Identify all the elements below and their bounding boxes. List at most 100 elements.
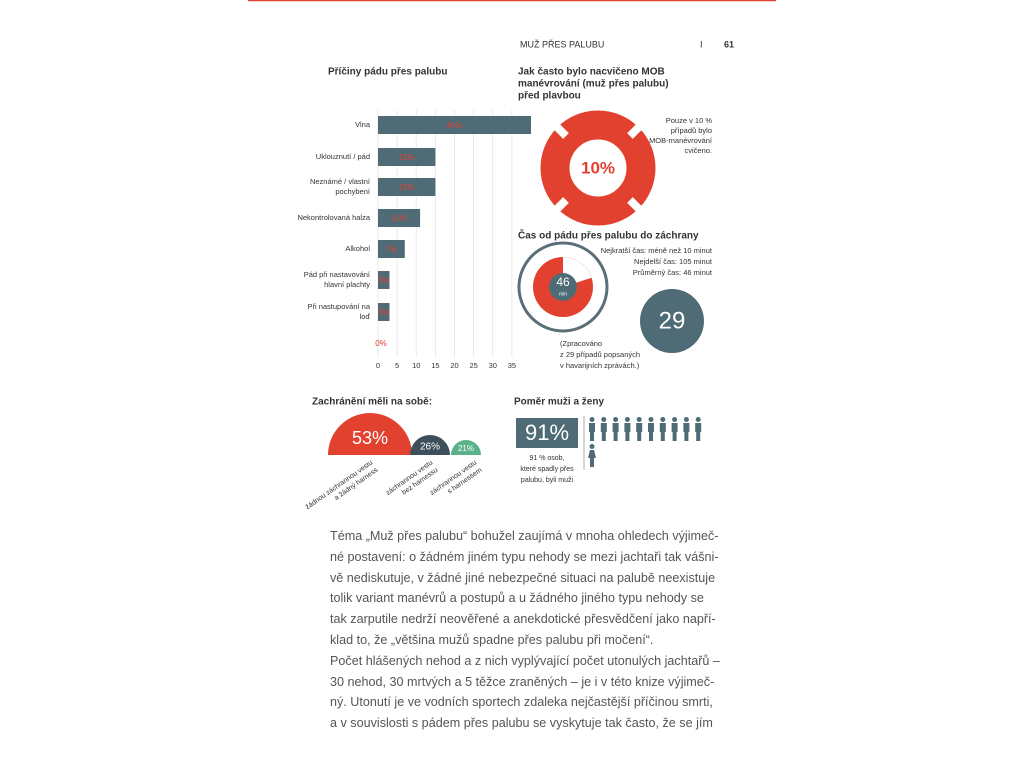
- body-line: Počet hlášených nehod a z nich vyplývají…: [330, 653, 720, 668]
- mob-note: Pouze v 10 %: [666, 116, 713, 125]
- mob-value: 10%: [581, 158, 615, 177]
- lifejacket-value: 26%: [420, 442, 440, 453]
- value-label: 15%: [399, 183, 415, 192]
- category-label: Pád při nastavování hlavní plachty: [304, 270, 371, 289]
- person-head: [601, 417, 607, 422]
- person-legs: [613, 432, 618, 441]
- rescue-note: z 29 případů popsaných: [560, 350, 640, 359]
- bar: [378, 303, 390, 321]
- person-body: [624, 423, 631, 432]
- bar: [378, 240, 405, 258]
- gender-box: [516, 418, 578, 448]
- page-number: 61: [724, 39, 734, 49]
- category-label: Při nastupování na loď: [307, 302, 370, 321]
- running-head: MUŽ PŘES PALUBU: [520, 39, 604, 49]
- cases-value: 29: [659, 307, 686, 334]
- category-label: Uklouznutí / pád: [316, 152, 370, 161]
- person-legs: [601, 432, 606, 441]
- clock-value: 46: [556, 275, 570, 289]
- value-label: 7%: [386, 245, 398, 254]
- people-icons: [588, 417, 702, 467]
- bar: [378, 271, 390, 289]
- lifejacket-value: 53%: [352, 428, 388, 448]
- bar: [378, 209, 421, 227]
- x-tick-label: 25: [469, 361, 477, 370]
- gender-note: 91 % osob,: [529, 455, 564, 462]
- x-tick-label: 35: [508, 361, 516, 370]
- person-head: [695, 417, 701, 422]
- mob-note: cvičeno.: [684, 146, 712, 155]
- clock: [517, 241, 609, 333]
- x-tick-label: 5: [395, 361, 399, 370]
- life-ring: [540, 110, 656, 226]
- person-head: [589, 417, 595, 422]
- person-head: [624, 417, 630, 422]
- gender-note: palubu, byli muži: [521, 477, 574, 484]
- person-legs: [637, 432, 642, 441]
- rescue-note: v havarijních zprávách.): [560, 361, 640, 370]
- person-head: [648, 417, 654, 422]
- bar: [378, 178, 436, 196]
- category-label: Neznámé / vlastní pochybení: [310, 177, 371, 196]
- body-line: tolik variant manévrů a postupů a u žádn…: [330, 591, 704, 606]
- bar: [378, 148, 436, 166]
- body-line: né postavení: o žádném jiném typu nehody…: [330, 549, 719, 564]
- category-label: Vlna: [355, 120, 371, 129]
- person-body: [695, 423, 702, 432]
- separator: I: [700, 39, 703, 49]
- person-legs: [590, 432, 594, 441]
- clock-unit: min: [559, 291, 567, 297]
- rescue-title: Čas od pádu přes palubu do záchrany: [518, 229, 699, 242]
- person-head: [589, 444, 595, 449]
- person-legs: [625, 432, 630, 441]
- person-head: [636, 417, 642, 422]
- lifejacket-shape: [410, 435, 450, 455]
- body-line: vě nediskutuje, v žádné jiné nebezpečné …: [330, 570, 716, 585]
- rescue-stat: Nejkratší čas: méně než 10 minut: [601, 246, 713, 255]
- person-head: [613, 417, 619, 422]
- rescue-stat: Průměrný čas: 46 minut: [633, 268, 713, 277]
- body-line: 30 nehod, 30 mrtvých a 5 těžce zraněných…: [330, 674, 715, 689]
- person-legs: [672, 432, 677, 441]
- mob-title: Jak často bylo nacvičeno MOB: [518, 67, 665, 78]
- rescue-note: (Zpracováno: [560, 339, 602, 348]
- body-line: klad to, že „většina mužů spadne přes pa…: [330, 633, 654, 647]
- value-label: 15%: [399, 153, 415, 162]
- person-body: [588, 450, 596, 458]
- lifejacket-value: 21%: [458, 444, 474, 453]
- body-line: ný. Utonutí je ve vodních sportech zdale…: [330, 695, 713, 710]
- rescue-stat: Nejdelší čas: 105 minut: [634, 257, 713, 266]
- ring-stripes: [549, 119, 647, 217]
- lifejacket-shape: [451, 440, 481, 455]
- lifejacket-shape: [328, 413, 412, 455]
- person-body: [636, 423, 643, 432]
- body-line: tak zarputile nedrží neověřené a anekdot…: [330, 612, 716, 627]
- person-body: [612, 423, 619, 432]
- lifejacket-label: žádnou záchrannou vestu: [305, 459, 375, 511]
- person-head: [683, 417, 689, 422]
- gender-note: které spadly přes: [520, 466, 574, 473]
- person-legs: [684, 432, 689, 441]
- x-tick-label: 20: [450, 361, 458, 370]
- x-tick-label: 0: [376, 361, 380, 370]
- cases-circle: [640, 289, 704, 353]
- body-line: Téma „Muž přes palubu“ bohužel zaujímá v…: [330, 529, 719, 543]
- value-label: 3%: [378, 276, 390, 285]
- person-body: [671, 423, 678, 432]
- person-head: [660, 417, 666, 422]
- mob-note: MOB-manévrování: [649, 136, 713, 145]
- gender-value: 91%: [525, 420, 569, 445]
- ring: [540, 110, 656, 226]
- gender-title: Poměr muži a ženy: [514, 397, 604, 408]
- category-label: Alkohol: [345, 244, 370, 253]
- body-line: a v souvislosti s pádem přes palubu se v…: [330, 716, 713, 731]
- person-body: [600, 423, 607, 432]
- chart-title: Příčiny pádu přes palubu: [328, 67, 447, 78]
- mob-note: případů bylo: [671, 126, 712, 135]
- person-body: [648, 423, 654, 432]
- person-legs: [696, 432, 701, 441]
- category-label: Nekontrolovaná halza: [297, 213, 370, 222]
- value-label: 3%: [378, 308, 390, 317]
